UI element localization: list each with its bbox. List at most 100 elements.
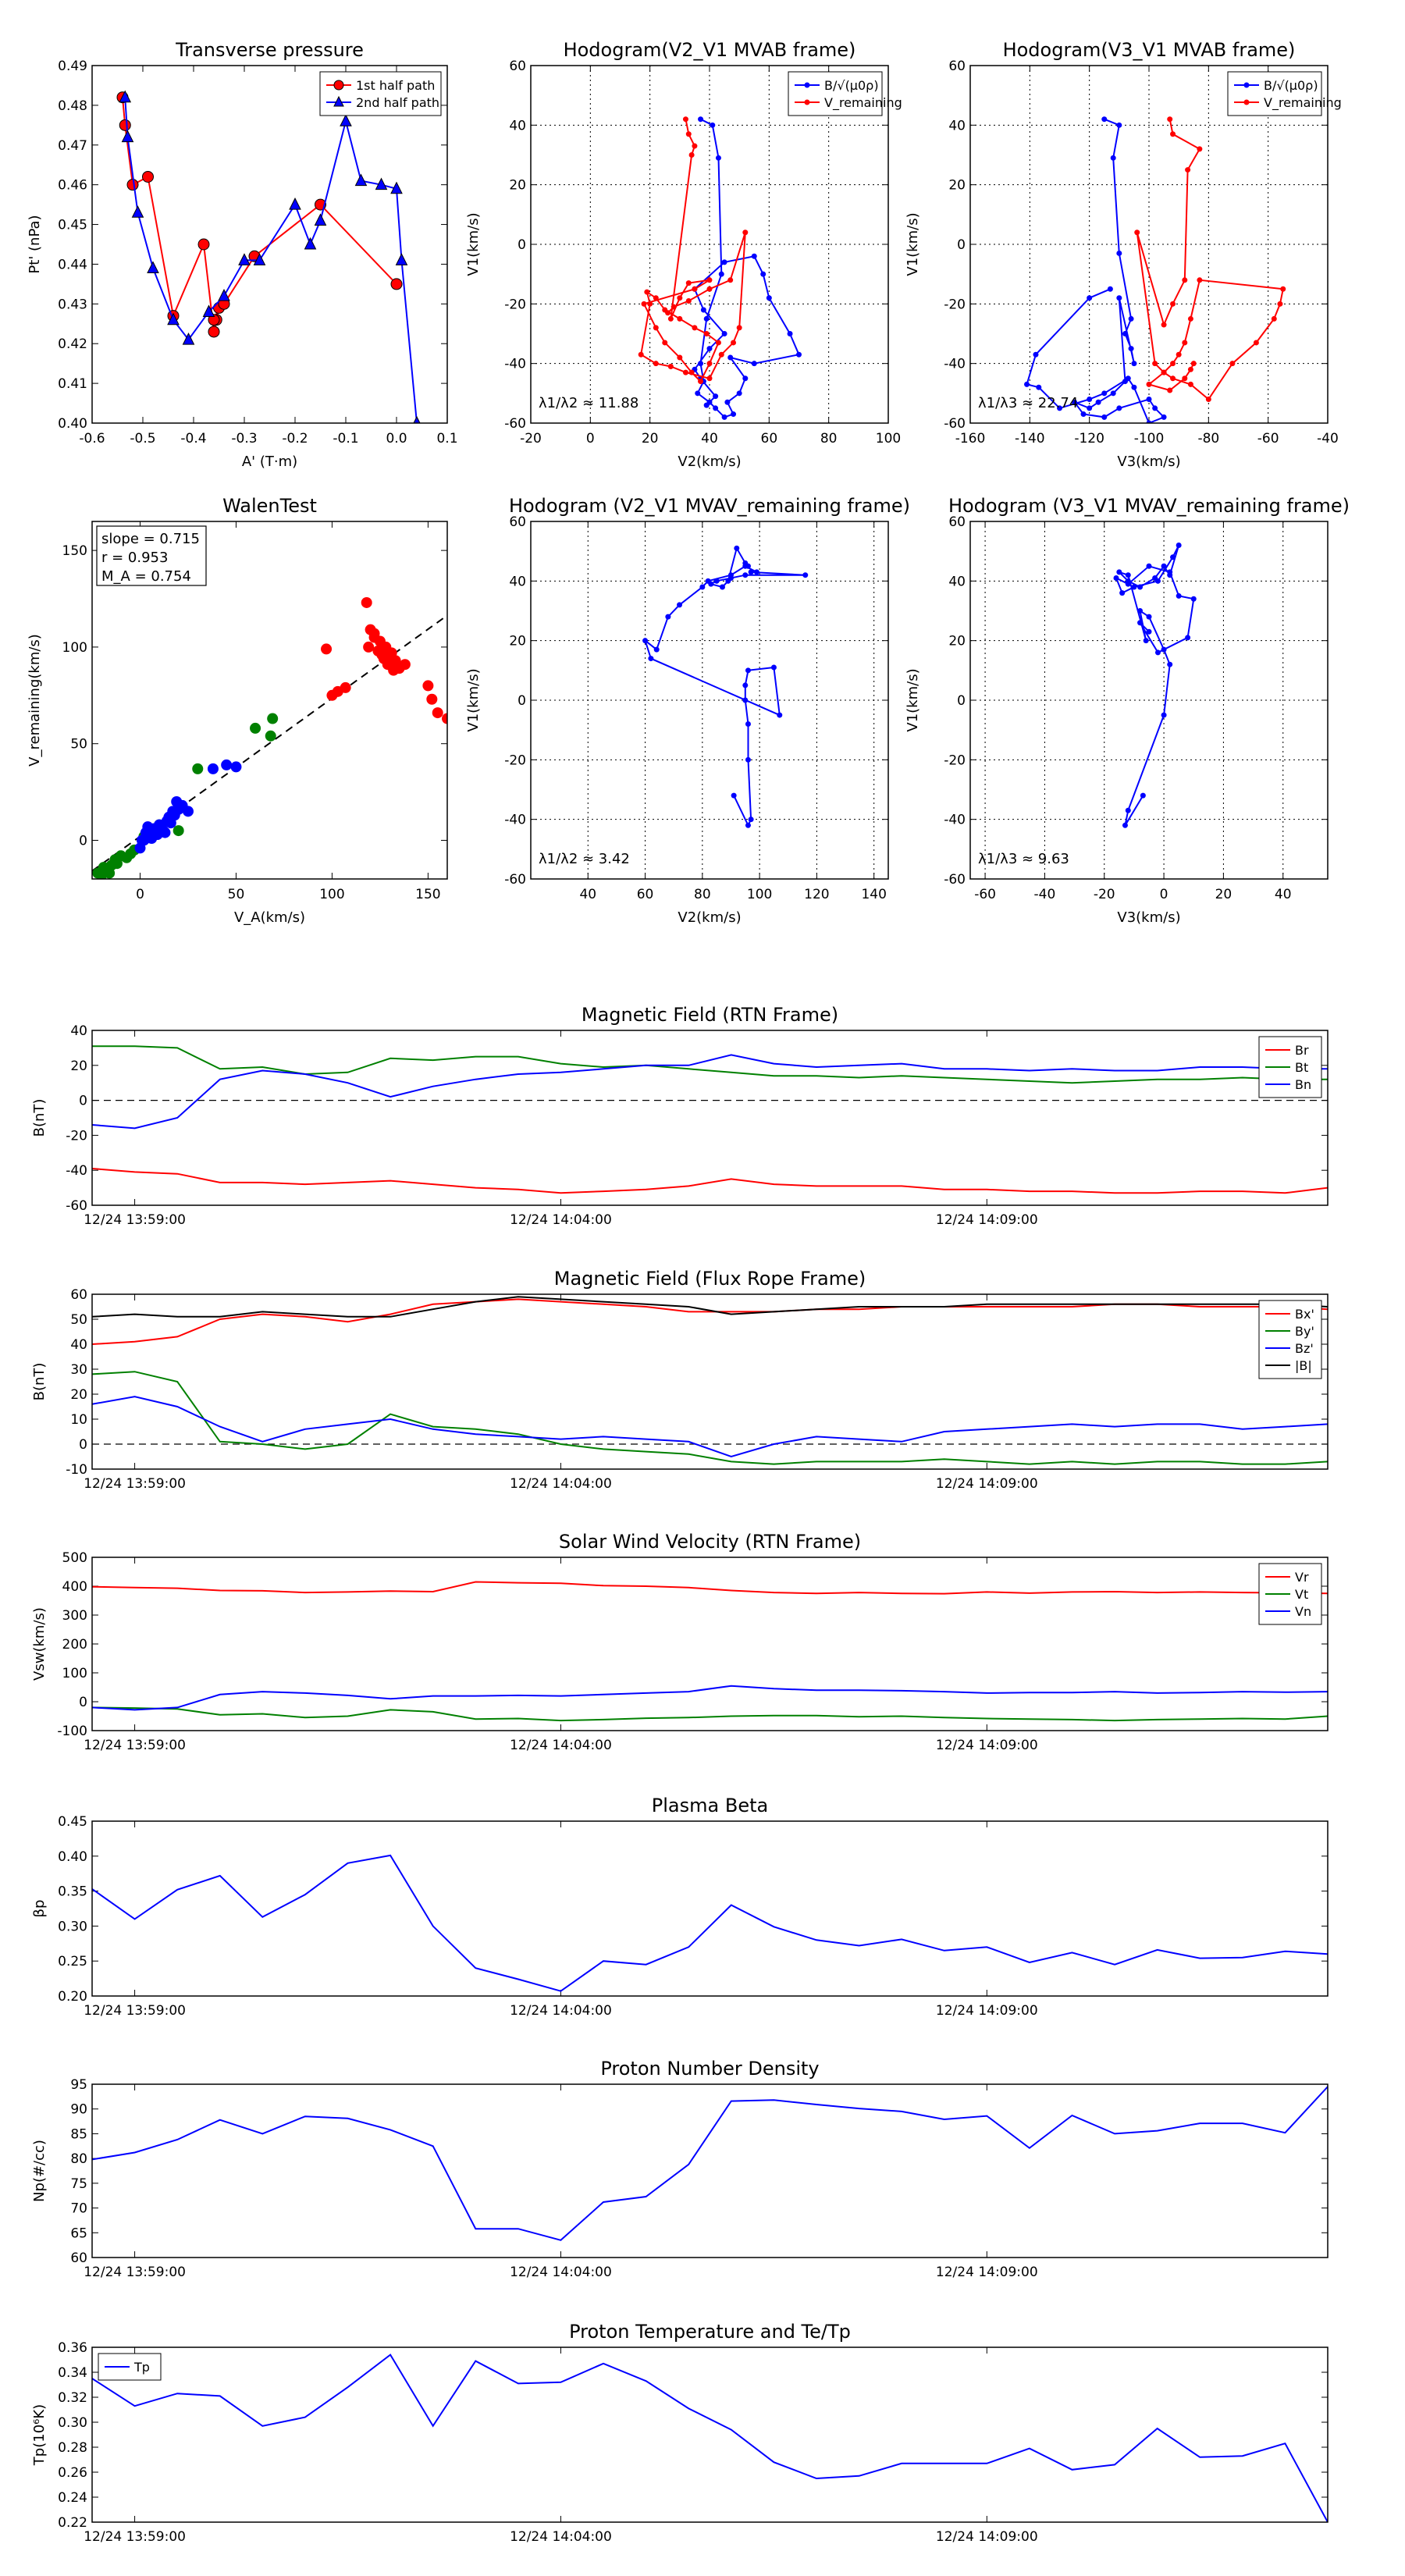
y-axis-label: Np(#/cc): [31, 2140, 48, 2202]
x-tick-label: 40: [701, 431, 718, 447]
data-point: [1128, 346, 1134, 352]
x-tick-label: -40: [1034, 887, 1056, 902]
data-point: [1080, 411, 1087, 418]
legend-label: 1st half path: [356, 78, 435, 93]
data-point: [706, 277, 713, 283]
chart-hodo_v2v1_mvab: Hodogram(V2_V1 MVAB frame) -60 -40 -20 0 20 40…: [465, 39, 902, 470]
scatter-point: [368, 632, 380, 643]
y-tick-label: 0.34: [58, 2365, 87, 2381]
data-point: [1137, 584, 1144, 590]
x-tick-label: -60: [1257, 431, 1279, 447]
data-point: [1119, 590, 1126, 596]
data-point: [1137, 620, 1144, 626]
y-tick-label: 20: [948, 634, 966, 649]
y-tick-label: 0.41: [58, 376, 87, 392]
data-point: [1087, 295, 1093, 301]
data-point: [1187, 366, 1193, 372]
legend: Tp: [98, 2353, 162, 2381]
x-tick-label: 0.0: [386, 431, 407, 447]
legend-box: [319, 71, 442, 116]
data-point: [126, 179, 139, 191]
y-tick-label: 150: [62, 543, 87, 559]
y-tick-label: 0: [518, 693, 526, 709]
data-point: [1167, 387, 1173, 393]
data-point: [777, 712, 783, 718]
x-tick-label: 12/24 13:59:00: [84, 1212, 186, 1228]
y-tick-label: 0.35: [58, 1884, 87, 1900]
data-point: [1182, 277, 1188, 283]
data-point: [1176, 351, 1182, 358]
x-tick-label: 12/24 14:09:00: [936, 2265, 1038, 2280]
data-point: [718, 351, 724, 358]
y-tick-label: 40: [70, 1023, 87, 1039]
data-point: [698, 361, 704, 367]
data-point: [1116, 405, 1122, 411]
data-point: [121, 130, 134, 143]
y-tick-label: 0.28: [58, 2440, 87, 2456]
data-point: [1110, 390, 1116, 397]
x-tick-label: 0: [136, 887, 144, 902]
y-tick-label: 40: [509, 574, 526, 589]
x-tick-label: 12/24 14:09:00: [936, 1738, 1038, 1753]
data-point: [766, 295, 772, 301]
scatter-point: [363, 641, 375, 653]
scatter-point: [265, 730, 276, 742]
data-point: [390, 181, 403, 194]
data-point: [731, 340, 737, 346]
x-axis-label: V2(km/s): [678, 454, 741, 470]
data-point: [1128, 315, 1134, 322]
x-tick-label: -0.4: [180, 431, 206, 447]
series--b--line: [92, 1296, 1328, 1318]
plot-frame: [91, 1030, 1329, 1206]
x-tick-label: 40: [579, 887, 596, 902]
data-point: [685, 280, 692, 286]
data-point: [1087, 405, 1093, 411]
legend: B/√(μ0ρ) V_remaining: [1227, 71, 1342, 116]
data-point: [1125, 375, 1131, 382]
data-point: [706, 361, 713, 367]
y-tick-label: -10: [66, 1462, 87, 1478]
series-vn-line: [92, 1685, 1328, 1711]
data-point: [1146, 614, 1152, 620]
x-tick-label: 12/24 14:04:00: [510, 1212, 612, 1228]
legend-label: |B|: [1295, 1358, 1312, 1373]
plot-area: [92, 1296, 1328, 1465]
data-point: [1125, 581, 1131, 587]
series-v-line: [643, 546, 806, 827]
legend-label: Vn: [1295, 1604, 1311, 1619]
y-tick-label: 0.40: [58, 416, 87, 432]
plot-area: [92, 596, 447, 879]
chart-title: Hodogram(V3_V1 MVAB frame): [1003, 39, 1296, 61]
data-point: [131, 205, 144, 218]
chart-proton_temperature: Proton Temperature and Te/Tp 0.22 0.24 0.26…: [31, 2321, 1329, 2545]
data-point: [734, 545, 740, 551]
data-point: [238, 253, 251, 265]
data-point: [692, 286, 698, 292]
x-tick-label: -0.5: [130, 431, 155, 447]
data-point: [692, 143, 698, 149]
x-tick-label: 100: [876, 431, 901, 447]
scatter-point: [136, 834, 148, 846]
data-point: [648, 656, 654, 662]
plot-area: [92, 1045, 1328, 1194]
data-point: [1146, 396, 1152, 402]
series-bz--line: [92, 1396, 1328, 1458]
series-bt-line: [92, 1045, 1328, 1084]
x-tick-label: 12/24 14:09:00: [936, 2529, 1038, 2545]
scatter-point: [267, 713, 279, 724]
data-point: [413, 415, 421, 423]
y-tick-label: -60: [66, 1198, 87, 1214]
series-v-remaining-line: [640, 119, 746, 383]
y-tick-label: 0: [79, 833, 87, 849]
data-point: [1116, 295, 1122, 301]
x-tick-label: 12/24 14:04:00: [510, 2003, 612, 2019]
data-point: [745, 563, 751, 569]
data-point: [670, 304, 677, 310]
y-tick-label: 0.25: [58, 1954, 87, 1969]
data-point: [1187, 381, 1193, 387]
data-point: [304, 237, 317, 250]
data-point: [692, 325, 698, 331]
x-tick-label: 12/24 13:59:00: [84, 1738, 186, 1753]
y-tick-label: 0.20: [58, 1989, 87, 2005]
y-tick-label: 0.30: [58, 2415, 87, 2431]
